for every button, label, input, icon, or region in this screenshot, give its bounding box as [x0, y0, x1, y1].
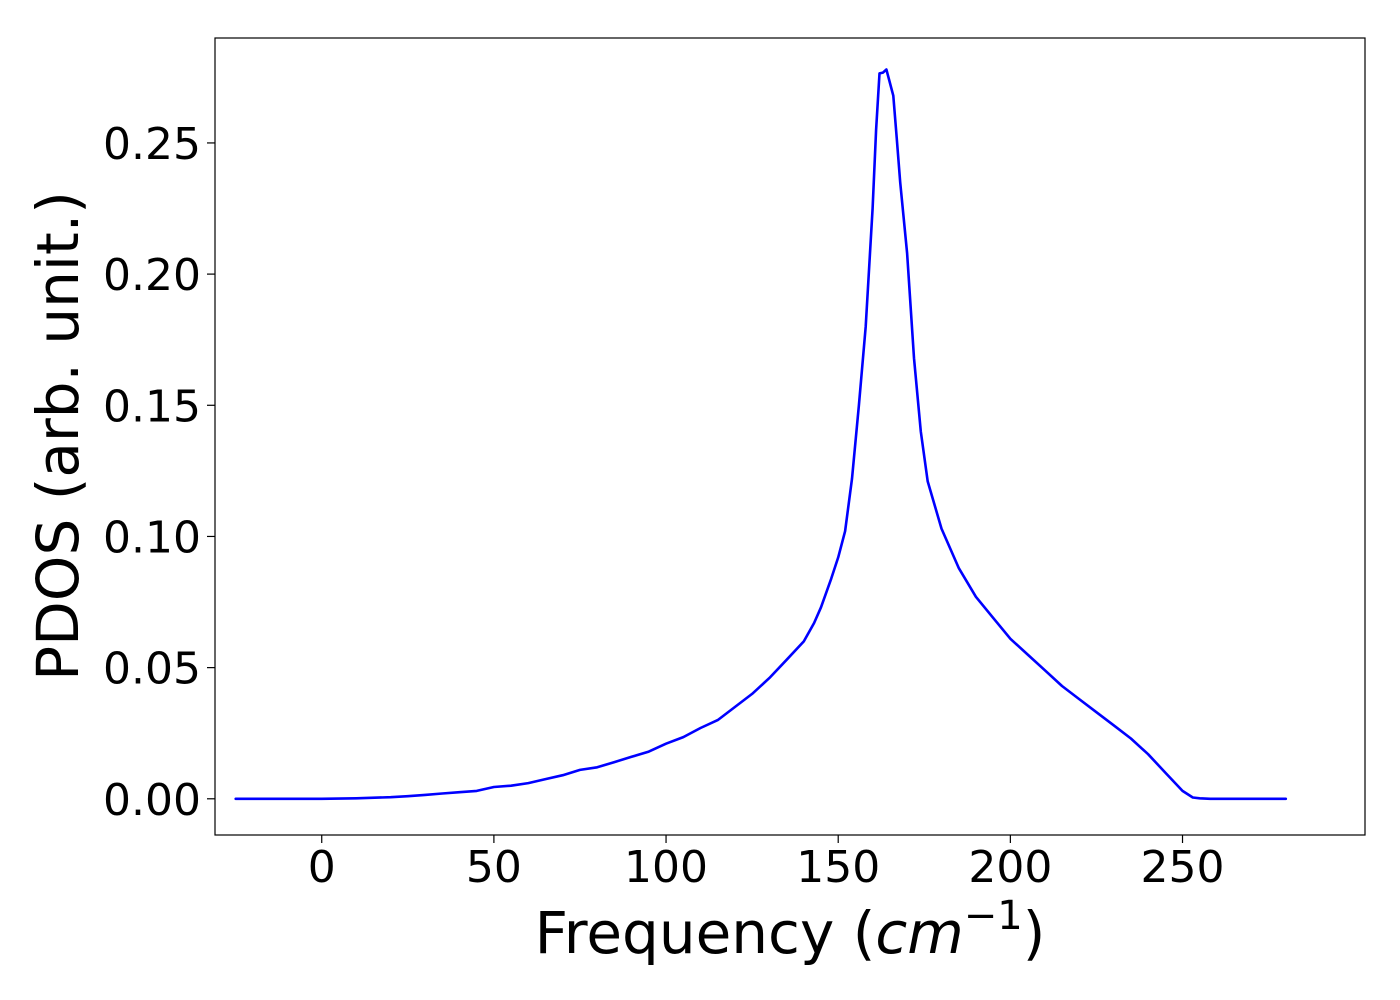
plot-content	[234, 68, 1288, 801]
x-tick-label: 250	[1141, 842, 1225, 893]
pdos-series-line	[234, 68, 1288, 801]
y-tick-label: 0.15	[103, 381, 201, 432]
x-tick-label: 150	[796, 842, 880, 893]
y-tick-label: 0.25	[103, 119, 201, 170]
y-tick-label: 0.05	[103, 644, 201, 695]
x-axis-title: Frequency (cm−1)	[535, 893, 1046, 967]
x-tick-label: 0	[308, 842, 336, 893]
x-tick-label: 200	[968, 842, 1052, 893]
y-tick-label: 0.00	[103, 775, 201, 826]
x-tick-label: 100	[624, 842, 708, 893]
x-axis-ticks: 0 50 100 150 200 250	[308, 835, 1225, 893]
y-tick-label: 0.10	[103, 512, 201, 563]
x-tick-label: 50	[466, 842, 522, 893]
plot-frame	[214, 37, 1366, 836]
y-tick-label: 0.20	[103, 250, 201, 301]
y-axis-title: PDOS (arb. unit.)	[24, 191, 92, 681]
y-axis-ticks: 0.00 0.05 0.10 0.15 0.20 0.25	[103, 119, 215, 826]
